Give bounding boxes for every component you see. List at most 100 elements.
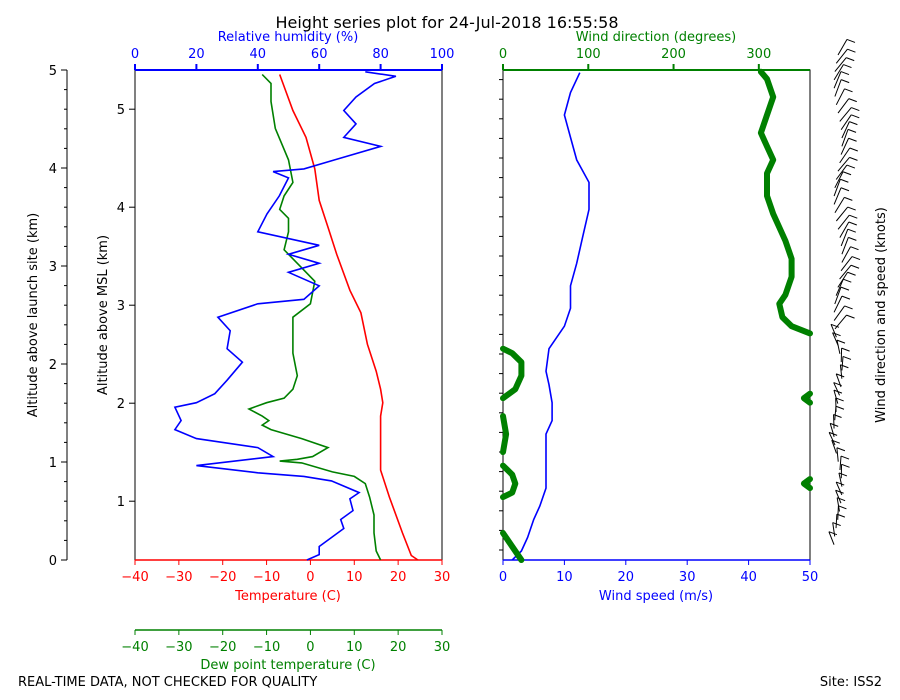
temp-tick-label: −30 <box>165 570 192 585</box>
wind-barb-flag <box>847 48 856 53</box>
wind-barb-staff <box>841 129 849 147</box>
speed-tick-label: 30 <box>679 570 696 585</box>
dew-tick-label: −20 <box>209 640 236 655</box>
wind-barb-staff <box>839 364 843 379</box>
wind-barb-staff <box>839 107 852 122</box>
wind-barb-staff <box>839 147 851 164</box>
wind-barb-flag <box>844 196 853 201</box>
wind-barb-flag <box>836 497 846 502</box>
wind-barb-staff <box>840 114 852 130</box>
wind-barb-staff <box>834 171 844 189</box>
wind-barb-staff <box>835 88 845 106</box>
wind-barb-staff <box>836 339 841 354</box>
wind-barb-flag <box>849 147 858 152</box>
wind-panel: 0 100 200 300 0 10 20 30 40 50 <box>499 47 818 585</box>
wind-barb-flag <box>836 513 846 518</box>
msl-tick-label: 5 <box>117 103 125 118</box>
wind-barb-flag <box>830 422 839 427</box>
launch-tick-label: 2 <box>49 358 57 373</box>
wind-direction-line <box>800 476 813 492</box>
temp-tick-label: −20 <box>209 570 236 585</box>
wind-barb-flag <box>835 489 844 494</box>
wind-direction-line <box>757 68 813 337</box>
dir-tick-label: 300 <box>746 47 771 62</box>
barb-label: Wind direction and speed (knots) <box>874 207 889 423</box>
msl-tick-label: 2 <box>117 397 125 412</box>
wind-barb-staff <box>841 246 851 263</box>
wind-barb-flag <box>835 397 844 402</box>
wind-barb-staff <box>834 406 837 421</box>
wind-direction-line <box>500 462 519 501</box>
wind-barb-flag <box>849 156 858 161</box>
wind-barb-flag <box>847 228 856 233</box>
wind-barb-flag <box>844 88 853 93</box>
wind-barb-staff <box>833 187 842 205</box>
wind-barb-staff <box>833 71 842 89</box>
temp-tick-label: 10 <box>346 570 363 585</box>
rh-axis-label: Relative humidity (%) <box>218 30 359 45</box>
wind-barb-flag <box>832 332 841 337</box>
wind-barb-flag <box>846 164 856 169</box>
wind-barbs <box>828 38 861 545</box>
rh-tick-label: 0 <box>131 47 139 62</box>
wind-dir-label: Wind direction (degrees) <box>576 30 736 45</box>
wind-barb-staff <box>840 138 850 155</box>
wind-direction-line <box>500 413 510 456</box>
wind-barb-staff <box>834 79 842 97</box>
temp-tick-label: −10 <box>253 570 280 585</box>
wind-barb-flag <box>842 355 852 360</box>
speed-tick-label: 20 <box>618 570 635 585</box>
dew-tick-label: −30 <box>165 640 192 655</box>
temperature-line <box>278 74 419 561</box>
wind-barb-staff <box>834 286 842 305</box>
wind-barb-staff <box>836 447 839 462</box>
wind-barb-staff <box>837 214 850 230</box>
rh-tick-label: 60 <box>311 47 328 62</box>
wind-barb-flag <box>833 389 843 394</box>
rh-tick-label: 40 <box>250 47 267 62</box>
temp-tick-label: 30 <box>434 570 451 585</box>
footer-left: REAL-TIME DATA, NOT CHECKED FOR QUALITY <box>18 675 317 690</box>
wind-barb-staff <box>833 414 835 429</box>
wind-barb-flag <box>847 206 856 211</box>
wind-barb-staff <box>834 57 847 72</box>
wind-barb-flag <box>840 364 849 369</box>
rh-tick-label: 20 <box>188 47 205 62</box>
wind-barb-flag <box>828 531 838 536</box>
wind-barb-flag <box>849 214 858 219</box>
wind-barb-flag <box>851 114 860 119</box>
wind-barb-staff <box>828 531 835 545</box>
wind-barb-flag <box>840 187 850 192</box>
temp-axis-label: Temperature (C) <box>234 589 341 604</box>
wind-barb-flag <box>846 38 856 43</box>
wind-barb-flag <box>836 481 845 486</box>
wind-barb-staff <box>833 179 841 197</box>
launch-alt-label: Altitude above launch site (km) <box>26 213 41 417</box>
temp-tick-label: 0 <box>306 570 314 585</box>
wind-barb-flag <box>846 314 855 319</box>
wind-barb-flag <box>844 305 853 310</box>
msl-tick-label: 3 <box>117 299 125 314</box>
wind-barb-staff <box>830 324 837 338</box>
dew-axis-label: Dew point temperature (C) <box>200 658 375 673</box>
wind-barb-staff <box>839 456 842 471</box>
wind-speed-label: Wind speed (m/s) <box>599 589 713 604</box>
wind-barb-flag <box>836 447 846 452</box>
rh-tick-label: 80 <box>372 47 389 62</box>
wind-barb-flag <box>836 339 846 344</box>
wind-barb-flag <box>841 347 850 352</box>
temp-tick-label: −40 <box>121 570 148 585</box>
launch-tick-label: 3 <box>49 260 57 275</box>
dir-tick-label: 100 <box>576 47 601 62</box>
launch-tick-label: 4 <box>49 162 57 177</box>
wind-barb-staff <box>833 305 846 321</box>
wind-barb-staff <box>837 39 848 56</box>
wind-barb-flag <box>831 439 840 444</box>
wind-barb-staff <box>835 164 848 180</box>
wind-barb-flag <box>840 71 850 76</box>
wind-barb-flag <box>835 405 845 410</box>
wind-barb-staff <box>833 390 839 404</box>
dir-tick-label: 200 <box>661 47 686 62</box>
wind-barb-flag <box>830 323 840 328</box>
